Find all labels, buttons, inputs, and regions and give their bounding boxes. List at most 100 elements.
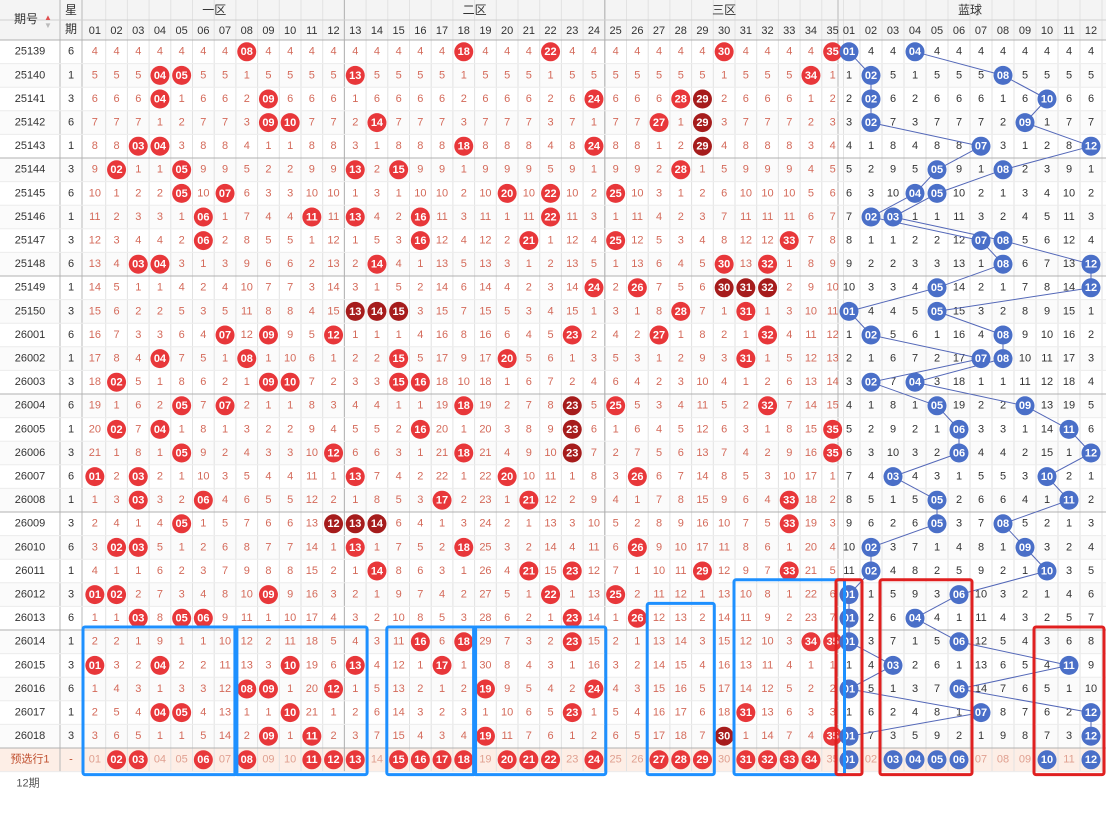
preselect-red-number[interactable]: 15 [393, 754, 405, 766]
preselect-red-option[interactable]: 23 [566, 754, 578, 766]
blue-trend-line [870, 122, 982, 147]
preselect-red-option[interactable]: 07 [219, 754, 231, 766]
period-column-header[interactable]: 期号 [14, 12, 38, 26]
preselect-red-ball[interactable] [454, 750, 474, 770]
preselect-red-ball[interactable] [389, 750, 409, 770]
preselect-red-ball[interactable] [671, 750, 691, 770]
preselect-blue-option[interactable]: 11 [1063, 754, 1074, 766]
red-miss-count: 2 [265, 164, 271, 176]
preselect-blue-number[interactable]: 03 [887, 754, 899, 766]
preselect-red-option[interactable]: 14 [371, 754, 383, 766]
red-miss-count: 11 [675, 565, 686, 577]
red-miss-count: 4 [157, 46, 163, 58]
preselect-blue-option[interactable]: 07 [975, 754, 987, 766]
preselect-blue-ball[interactable] [905, 750, 925, 770]
preselect-red-number[interactable]: 12 [327, 754, 339, 766]
preselect-red-ball[interactable] [324, 750, 344, 770]
preselect-red-ball[interactable] [432, 750, 452, 770]
preselect-red-ball[interactable] [541, 750, 561, 770]
preselect-blue-ball[interactable] [949, 750, 969, 770]
preselect-red-ball[interactable] [584, 750, 604, 770]
preselect-red-option[interactable]: 30 [718, 754, 730, 766]
red-ball-number: 18 [458, 46, 470, 58]
preselect-red-number[interactable]: 16 [414, 754, 426, 766]
preselect-row-label[interactable]: 预选行1 [10, 753, 49, 766]
red-miss-count: 1 [461, 659, 467, 671]
preselect-red-ball[interactable] [302, 750, 322, 770]
preselect-red-number[interactable]: 02 [110, 754, 122, 766]
preselect-red-number[interactable]: 17 [436, 754, 448, 766]
preselect-red-number[interactable]: 29 [696, 754, 708, 766]
preselect-red-ball[interactable] [410, 750, 430, 770]
blue-ball-number: 05 [931, 188, 943, 200]
preselect-red-option[interactable]: 26 [631, 754, 643, 766]
preselect-red-number[interactable]: 21 [523, 754, 535, 766]
preselect-red-number[interactable]: 13 [349, 754, 361, 766]
preselect-red-ball[interactable] [193, 750, 213, 770]
preselect-blue-option[interactable]: 02 [865, 754, 877, 766]
preselect-blue-number[interactable]: 05 [931, 754, 943, 766]
preselect-red-number[interactable]: 33 [783, 754, 795, 766]
red-miss-count: 6 [764, 93, 770, 105]
preselect-red-number[interactable]: 18 [458, 754, 470, 766]
preselect-red-option[interactable]: 25 [610, 754, 622, 766]
preselect-red-number[interactable]: 32 [761, 754, 773, 766]
preselect-red-number[interactable]: 34 [805, 754, 818, 766]
blue-miss-count: 2 [1044, 518, 1050, 530]
preselect-red-ball[interactable] [519, 750, 539, 770]
preselect-red-ball[interactable] [692, 750, 712, 770]
preselect-red-ball[interactable] [497, 750, 517, 770]
preselect-red-option[interactable]: 01 [89, 754, 101, 766]
preselect-row[interactable]: 预选行1 - 12期 01 02 03 04 05 06 07 08 09 10 11 12 13 14 1… [10, 750, 1101, 789]
sort-arrows-icon-down[interactable]: ▼ [44, 21, 52, 30]
preselect-red-ball[interactable] [801, 750, 821, 770]
preselect-blue-ball[interactable] [1037, 750, 1057, 770]
blue-miss-count: 6 [1000, 659, 1006, 671]
preselect-red-number[interactable]: 28 [675, 754, 687, 766]
preselect-blue-ball[interactable] [883, 750, 903, 770]
preselect-blue-number[interactable]: 06 [953, 754, 965, 766]
preselect-red-option[interactable]: 05 [176, 754, 188, 766]
preselect-blue-option[interactable]: 08 [997, 754, 1009, 766]
preselect-red-number[interactable]: 06 [197, 754, 209, 766]
preselect-red-number[interactable]: 31 [740, 754, 752, 766]
preselect-red-number[interactable]: 08 [241, 754, 253, 766]
preselect-red-ball[interactable] [107, 750, 127, 770]
blue-ball [949, 632, 969, 652]
preselect-red-number[interactable]: 27 [653, 754, 665, 766]
red-miss-count: 1 [179, 211, 185, 223]
blue-miss-count: 3 [890, 282, 896, 294]
preselect-red-option[interactable]: 10 [284, 754, 296, 766]
blue-miss-count: 9 [846, 258, 852, 270]
sort-arrows-icon[interactable]: ▲ [44, 13, 52, 22]
preselect-red-option[interactable]: 19 [479, 754, 491, 766]
blue-trend-line [958, 688, 1092, 714]
red-miss-count: 3 [200, 305, 206, 317]
preselect-red-ball[interactable] [128, 750, 148, 770]
blue-miss-count: 2 [956, 494, 962, 506]
preselect-blue-ball[interactable] [927, 750, 947, 770]
preselect-red-ball[interactable] [237, 750, 257, 770]
preselect-blue-number[interactable]: 12 [1085, 754, 1097, 766]
red-miss-count: 2 [352, 258, 358, 270]
preselect-blue-number[interactable]: 04 [909, 754, 922, 766]
row-background [0, 134, 1106, 158]
preselect-blue-option[interactable]: 09 [1019, 754, 1031, 766]
red-ball-number: 18 [458, 400, 470, 412]
preselect-red-ball[interactable] [649, 750, 669, 770]
preselect-red-ball[interactable] [736, 750, 756, 770]
preselect-red-number[interactable]: 22 [544, 754, 556, 766]
preselect-blue-ball[interactable] [1081, 750, 1101, 770]
preselect-red-ball[interactable] [758, 750, 778, 770]
preselect-blue-number[interactable]: 10 [1041, 754, 1053, 766]
red-miss-count: 4 [504, 447, 510, 459]
preselect-red-ball[interactable] [345, 750, 365, 770]
red-miss-count: 7 [309, 117, 315, 129]
preselect-red-option[interactable]: 09 [262, 754, 274, 766]
preselect-red-number[interactable]: 03 [132, 754, 144, 766]
preselect-red-ball[interactable] [779, 750, 799, 770]
preselect-red-option[interactable]: 04 [154, 754, 166, 766]
preselect-red-number[interactable]: 11 [306, 754, 318, 766]
preselect-red-number[interactable]: 24 [588, 754, 601, 766]
preselect-red-number[interactable]: 20 [501, 754, 513, 766]
